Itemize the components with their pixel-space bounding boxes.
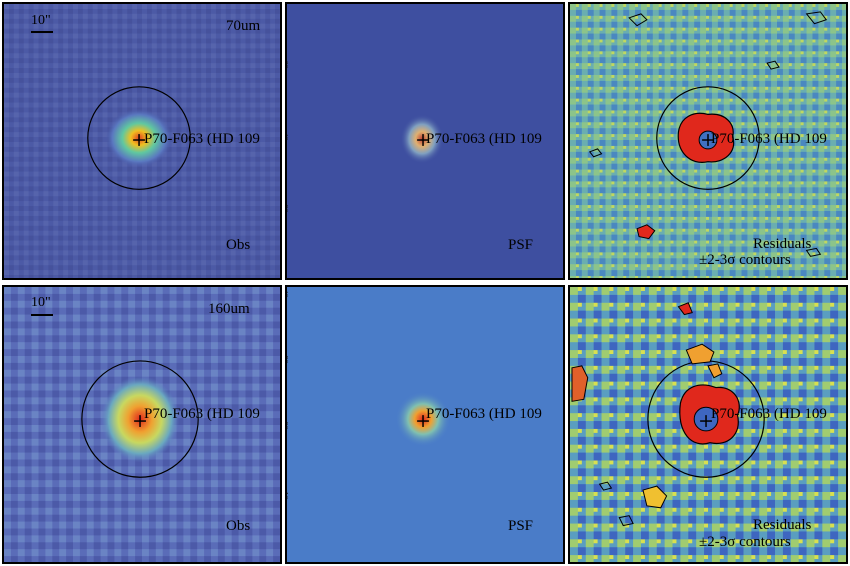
panel-tag: Obs bbox=[226, 237, 251, 253]
panel-tag: Obs bbox=[226, 518, 251, 534]
panel-residuals-70um: P70-F063 (HD 109 Residuals ±2-3σ contour… bbox=[568, 2, 848, 280]
panel-psf-160um: 40 30 20 10 P70-F063 (HD 109 PSF bbox=[285, 285, 565, 564]
tick-label: 20 bbox=[285, 204, 290, 213]
scale-bar-label: 10" bbox=[31, 13, 51, 28]
obs-70um-image bbox=[4, 4, 280, 278]
source-label: P70-F063 (HD 109 bbox=[711, 406, 827, 422]
obs-160um-image bbox=[4, 287, 280, 562]
psf-70um-image bbox=[287, 4, 563, 278]
panel-psf-70um: 60 40 20 P70-F063 (HD 109 PSF bbox=[285, 2, 565, 280]
panel-tag-contours: ±2-3σ contours bbox=[699, 252, 791, 268]
scale-bar bbox=[31, 31, 53, 33]
psf-160um-image bbox=[287, 287, 563, 562]
source-label: P70-F063 (HD 109 bbox=[144, 406, 260, 422]
source-label: P70-F063 (HD 109 bbox=[144, 131, 260, 147]
scale-bar bbox=[31, 314, 53, 316]
tick-label: 40 bbox=[285, 289, 290, 298]
tick-label: 10 bbox=[285, 491, 290, 500]
panel-tag-contours: ±2-3σ contours bbox=[699, 534, 791, 550]
source-label: P70-F063 (HD 109 bbox=[426, 406, 542, 422]
panel-tag: PSF bbox=[508, 518, 534, 534]
scale-bar-label: 10" bbox=[31, 295, 51, 310]
panel-tag: Residuals bbox=[753, 517, 812, 533]
tick-label: 60 bbox=[285, 60, 290, 69]
band-label: 160um bbox=[208, 301, 250, 317]
panel-residuals-160um: P70-F063 (HD 109 Residuals ±2-3σ contour… bbox=[568, 285, 848, 564]
source-label: P70-F063 (HD 109 bbox=[711, 131, 827, 147]
panel-obs-70um: 10" 70um P70-F063 (HD 109 Obs bbox=[2, 2, 282, 280]
panel-tag: Residuals bbox=[753, 236, 812, 252]
residuals-160um-image bbox=[570, 287, 846, 562]
panel-tag: PSF bbox=[508, 237, 534, 253]
tick-label: 40 bbox=[285, 132, 290, 141]
panel-obs-160um: 10" 160um P70-F063 (HD 109 Obs bbox=[2, 285, 282, 564]
residuals-70um-image bbox=[570, 4, 846, 278]
tick-label: 20 bbox=[285, 421, 290, 430]
source-label: P70-F063 (HD 109 bbox=[426, 131, 542, 147]
tick-label: 30 bbox=[285, 355, 290, 364]
band-label: 70um bbox=[226, 18, 261, 34]
